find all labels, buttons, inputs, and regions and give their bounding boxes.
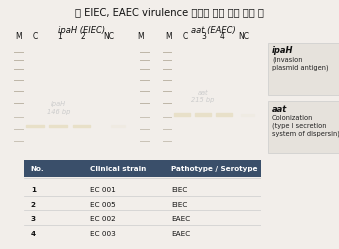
Text: aat
215 bp: aat 215 bp — [192, 90, 215, 103]
Text: aat (EAEC): aat (EAEC) — [191, 26, 236, 35]
Text: aat: aat — [272, 105, 287, 114]
Text: EIEC: EIEC — [171, 202, 187, 208]
Text: EC 005: EC 005 — [90, 202, 116, 208]
Text: ipaH
146 bp: ipaH 146 bp — [46, 101, 70, 115]
Text: EC 003: EC 003 — [90, 231, 116, 237]
Text: EC 002: EC 002 — [90, 216, 116, 222]
Text: EC 001: EC 001 — [90, 187, 116, 193]
Text: 《 EIEC, EAEC virulence 유전자 존재 유무 확인 》: 《 EIEC, EAEC virulence 유전자 존재 유무 확인 》 — [75, 7, 264, 17]
Text: 4: 4 — [220, 32, 224, 41]
Text: M: M — [15, 32, 22, 41]
Text: NC: NC — [103, 32, 114, 41]
Bar — [268, 43, 339, 95]
Text: Clinical strain: Clinical strain — [90, 166, 146, 172]
Text: M: M — [137, 32, 144, 41]
Text: EAEC: EAEC — [171, 231, 190, 237]
Text: M: M — [165, 32, 172, 41]
Text: EIEC: EIEC — [171, 187, 187, 193]
Text: Pathotype / Serotype: Pathotype / Serotype — [171, 166, 257, 172]
Text: 2: 2 — [81, 32, 85, 41]
Text: 1: 1 — [31, 187, 36, 193]
Text: (invasion
plasmid antigen): (invasion plasmid antigen) — [272, 56, 329, 71]
Text: C: C — [183, 32, 188, 41]
Text: 3: 3 — [201, 32, 206, 41]
Text: 3: 3 — [31, 216, 36, 222]
Text: ipaH: ipaH — [272, 46, 294, 55]
Bar — [24, 160, 261, 177]
Text: C: C — [33, 32, 38, 41]
Text: 4: 4 — [31, 231, 36, 237]
Text: ipaH (EIEC): ipaH (EIEC) — [58, 26, 105, 35]
Text: EAEC: EAEC — [171, 216, 190, 222]
Text: 1: 1 — [57, 32, 62, 41]
Bar — [268, 101, 339, 153]
Text: 2: 2 — [31, 202, 36, 208]
Text: No.: No. — [31, 166, 44, 172]
Text: NC: NC — [239, 32, 250, 41]
Text: Colonization
(type I secretion
system of dispersin): Colonization (type I secretion system of… — [272, 115, 339, 137]
